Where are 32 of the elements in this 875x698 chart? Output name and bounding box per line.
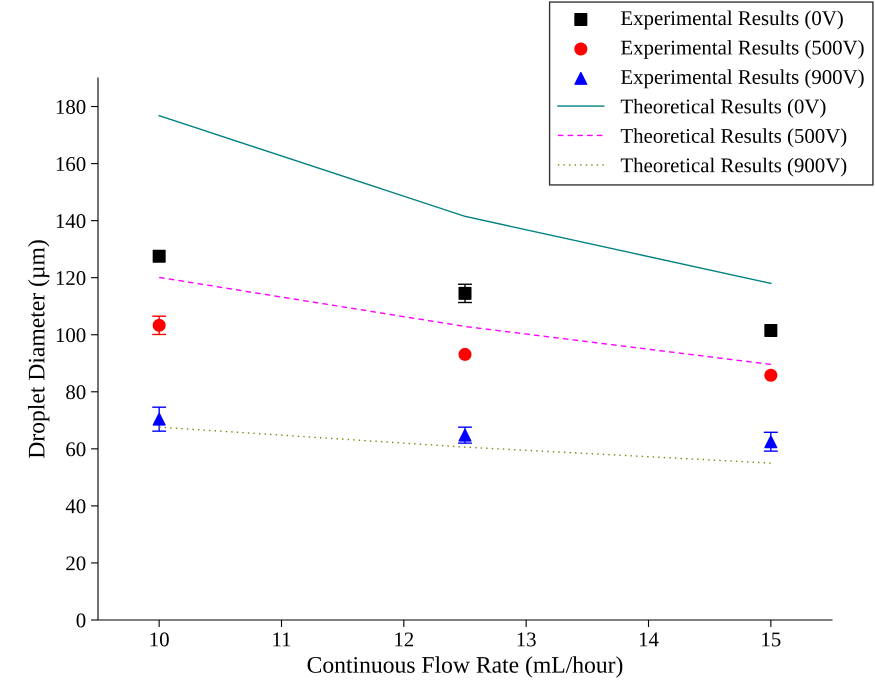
y-tick-label: 160 [56,156,86,172]
point [152,250,166,263]
x-axis-title: Continuous Flow Rate (mL/hour) [308,656,622,678]
point [764,324,778,337]
legend-label: Experimental Results (0V) [621,10,843,30]
y-tick-label: 180 [56,100,86,114]
y-tick-label: 100 [56,328,86,342]
y-tick-label: 140 [56,214,86,228]
x-tick-label: 13 [518,632,536,646]
point [458,348,472,361]
y-tick-label: 60 [66,442,86,456]
point [764,368,778,382]
y-tick-label: 120 [56,271,86,286]
point [152,412,166,426]
legend-label: Theoretical Results (500V) [620,128,846,148]
x-tick-label: 10 [150,632,169,646]
x-tick-label: 12 [395,632,414,646]
y-tick-label: 80 [66,385,86,400]
point [458,286,472,300]
legend-label: Theoretical Results (0V) [620,98,826,118]
point [764,435,778,448]
x-tick-label: 15 [762,632,780,646]
legend-label: Theoretical Results (900V) [620,158,846,177]
legend-label: Experimental Results (900V) [621,69,864,88]
y-tick-label: 40 [66,499,86,514]
y-axis-title: Droplet Diameter (µm) [28,240,50,458]
y-tick-label: 20 [66,556,86,570]
legend-label: Experimental Results (500V) [621,40,864,59]
y-tick-label: 0 [76,613,86,628]
point [152,318,166,332]
x-tick-label: 14 [640,632,659,646]
x-tick-label: 11 [273,632,290,646]
